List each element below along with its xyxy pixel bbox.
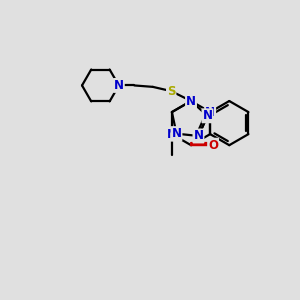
Text: S: S xyxy=(167,85,176,98)
Text: N: N xyxy=(167,128,177,141)
Text: N: N xyxy=(194,130,203,142)
Text: N: N xyxy=(114,79,124,92)
Text: N: N xyxy=(186,94,196,107)
Text: N: N xyxy=(172,127,182,140)
Text: N: N xyxy=(202,109,212,122)
Text: N: N xyxy=(205,106,215,118)
Text: O: O xyxy=(208,139,218,152)
